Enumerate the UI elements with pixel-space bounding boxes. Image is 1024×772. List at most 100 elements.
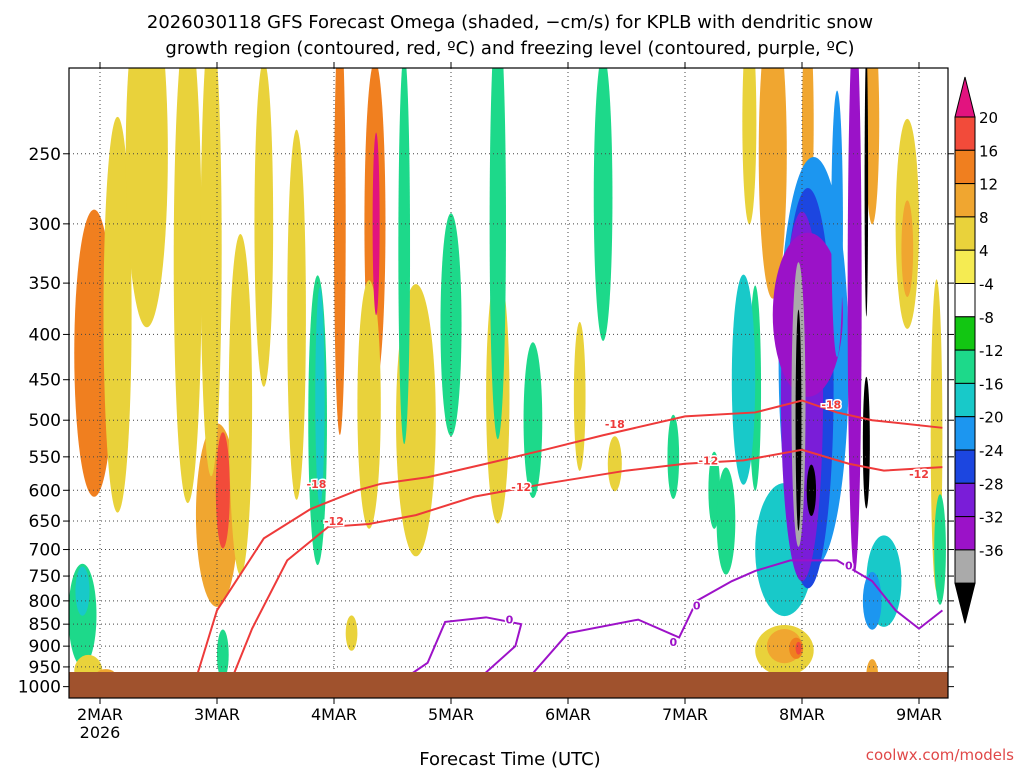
y-tick-label-850: 850 — [29, 615, 61, 635]
y-tick-label-700: 700 — [29, 541, 61, 561]
omega-shading — [69, 68, 946, 691]
contour-label-1-3: -12 — [909, 468, 929, 481]
colorbar-label-6: -8 — [979, 309, 994, 327]
contour-label-1-2: -12 — [698, 454, 718, 467]
contour-label-0-2: -18 — [821, 399, 841, 412]
omega-shade-48 — [862, 376, 870, 509]
omega-shade-22 — [398, 68, 411, 445]
contour-label-2-0: 0 — [506, 614, 514, 627]
chart-title-line2: growth region (contoured, red, ºC) and f… — [165, 38, 854, 59]
omega-shade-32 — [865, 68, 880, 225]
omega-shade-25 — [523, 342, 543, 499]
omega-shade-21 — [315, 287, 325, 506]
colorbar-swatch-3 — [954, 183, 976, 218]
colorbar-label-11: -28 — [979, 475, 1004, 493]
y-tick-label-750: 750 — [29, 567, 61, 587]
y-tick-label-400: 400 — [29, 325, 61, 345]
contour-label-1-1: -12 — [511, 481, 531, 494]
omega-shade-17 — [75, 566, 90, 616]
omega-shade-47 — [864, 68, 869, 317]
y-tick-label-650: 650 — [29, 512, 61, 532]
colorbar-swatch-7 — [954, 316, 976, 351]
grid-lines — [69, 68, 948, 698]
contour-2 — [391, 559, 944, 688]
credit-text: coolwx.com/models — [866, 746, 1014, 764]
plot-frame — [68, 67, 949, 699]
omega-shade-5 — [215, 432, 230, 549]
plot-area: -18 -18 -18 -12 -12 -12 -12 0 0 0 0 — [69, 68, 948, 698]
x-axis-label: Forecast Time (UTC) — [419, 749, 600, 768]
x-tick-label-9MAR: 9MAR — [896, 705, 942, 724]
omega-shade-26 — [593, 68, 613, 341]
colorbar-swatch-6 — [954, 283, 976, 318]
omega-shade-7 — [228, 233, 253, 576]
omega-shade-2 — [125, 68, 168, 328]
colorbar-label-10: -24 — [979, 442, 1004, 460]
colorbar-label-12: -32 — [979, 509, 1004, 527]
omega-shade-12 — [357, 280, 381, 529]
x-tick-label-4MAR: 4MAR — [311, 705, 357, 724]
contour-label-0-0: -18 — [307, 478, 327, 491]
colorbar-label-1: 16 — [979, 142, 998, 160]
omega-shade-8 — [254, 68, 274, 387]
colorbar-legend: 20 16 12 8 4 -4 -8 -12 -16 -20 -24 -28 -32 -36 — [954, 76, 1004, 624]
contour-label-2-2: 0 — [693, 600, 701, 613]
colorbar-label-2: 12 — [979, 176, 998, 194]
x-tick-label-3MAR: 3MAR — [194, 705, 240, 724]
y-tick-label-800: 800 — [29, 592, 61, 612]
colorbar-label-0: 20 — [979, 109, 998, 127]
contour-label-2-1: 0 — [669, 636, 677, 649]
x-tick-label-5MAR: 5MAR — [428, 705, 474, 724]
colorbar-swatch-14 — [954, 549, 976, 584]
omega-shade-62 — [573, 321, 586, 471]
omega-shade-45 — [795, 309, 802, 531]
omega-shade-13 — [372, 132, 380, 316]
x-tick-sublabel: 2026 — [80, 723, 121, 742]
omega-shade-30 — [758, 68, 787, 299]
omega-shade-24 — [489, 68, 506, 440]
colorbar-label-7: -12 — [979, 342, 1004, 360]
contour-1 — [227, 448, 943, 688]
colorbar-bottom-arrow — [954, 582, 976, 624]
omega-shade-9 — [287, 129, 306, 500]
omega-shade-34 — [901, 200, 914, 297]
chart-title-line1: 2026030118 GFS Forecast Omega (shaded, −… — [147, 12, 873, 33]
omega-shade-36 — [731, 274, 756, 485]
ground-strip — [69, 672, 948, 698]
colorbar-label-8: -16 — [979, 375, 1004, 393]
omega-shade-46 — [806, 464, 817, 516]
x-tick-label-8MAR: 8MAR — [779, 705, 825, 724]
colorbar-label-9: -20 — [979, 409, 1004, 427]
colorbar-swatch-12 — [954, 482, 976, 518]
y-tick-label-950: 950 — [29, 658, 61, 678]
omega-shade-61 — [345, 615, 358, 651]
colorbar-label-13: -36 — [979, 542, 1004, 560]
colorbar-label-4: 4 — [979, 242, 989, 260]
y-tick-label-350: 350 — [29, 274, 61, 294]
y-tick-label-450: 450 — [29, 371, 61, 391]
y-tick-label-600: 600 — [29, 481, 61, 501]
contour-label-0-1: -18 — [605, 418, 625, 431]
omega-shade-43 — [847, 68, 862, 573]
y-tick-label-250: 250 — [29, 145, 61, 165]
colorbar-swatch-5 — [954, 249, 976, 284]
y-tick-label-550: 550 — [29, 448, 61, 468]
x-tick-label-7MAR: 7MAR — [662, 705, 708, 724]
contour-label-1-0: -12 — [324, 515, 344, 528]
omega-shade-55 — [795, 641, 802, 655]
colorbar-swatch-9 — [954, 382, 976, 418]
colorbar-swatch-10 — [954, 416, 976, 451]
omega-shade-58 — [934, 494, 946, 605]
colorbar-label-5: -4 — [979, 276, 994, 294]
omega-shade-1 — [103, 116, 132, 513]
x-tick-label-6MAR: 6MAR — [545, 705, 591, 724]
colorbar-label-3: 8 — [979, 209, 989, 227]
colorbar-swatch-11 — [954, 449, 976, 484]
colorbar-swatch-4 — [954, 216, 976, 251]
y-tick-label-300: 300 — [29, 215, 61, 235]
y-axis: 2503003504004505005506006507007508008509… — [18, 145, 954, 698]
y-tick-label-900: 900 — [29, 637, 61, 657]
contour-label-2-3: 0 — [845, 560, 853, 573]
colorbar-swatch-1 — [954, 116, 976, 151]
